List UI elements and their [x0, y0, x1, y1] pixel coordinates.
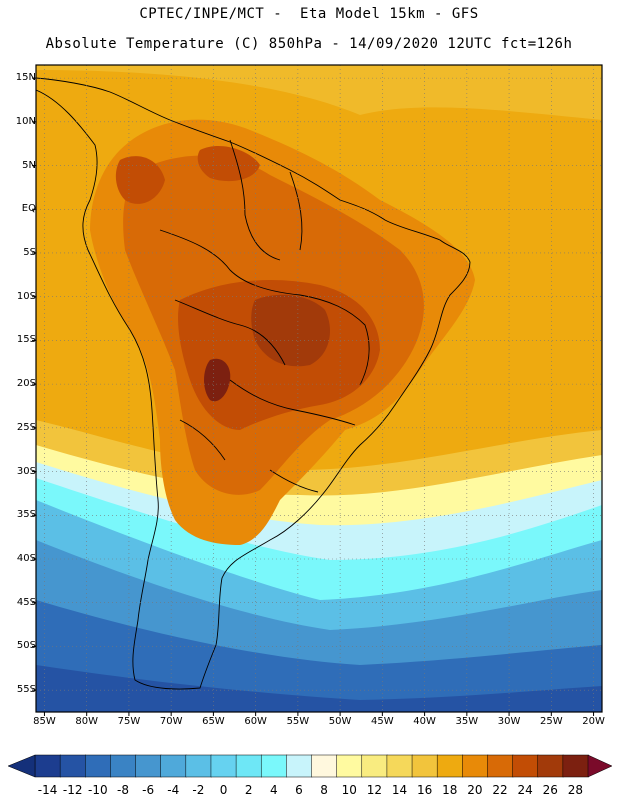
longitude-label: 55W	[286, 716, 310, 727]
colorbar-swatch	[235, 754, 262, 778]
colorbar-under-arrow	[7, 754, 36, 778]
axis-ticks	[32, 77, 595, 716]
longitude-label: 65W	[202, 716, 225, 727]
colorbar-label: 12	[366, 783, 382, 797]
colorbar-swatch	[411, 754, 438, 778]
colorbar-swatch	[562, 754, 589, 778]
colorbar-swatch	[110, 754, 137, 778]
colorbar-label: -6	[142, 783, 155, 797]
longitude-label: 30W	[497, 716, 521, 727]
colorbar-swatch	[34, 754, 61, 778]
latitude-label: 50S	[16, 640, 36, 652]
colorbar-swatch	[311, 754, 338, 778]
longitude-label: 75W	[117, 716, 141, 727]
latitude-label: 55S	[16, 684, 36, 696]
colorbar-swatch	[487, 754, 514, 778]
longitude-label: 45W	[371, 716, 394, 727]
longitude-label: 85W	[33, 716, 56, 727]
colorbar-label: -4	[167, 783, 180, 797]
longitude-label: 25W	[540, 716, 563, 727]
colorbar-swatch	[160, 754, 187, 778]
latitude-label: 5S	[23, 246, 36, 258]
latitude-label: 10S	[16, 290, 36, 302]
colorbar-label: 20	[467, 783, 483, 797]
colorbar-swatch	[386, 754, 413, 778]
colorbar-label: 4	[269, 783, 278, 797]
colorbar-swatch	[85, 754, 112, 778]
temperature-field	[36, 65, 602, 712]
colorbar-swatch	[59, 754, 87, 778]
colorbar-label: 28	[567, 783, 584, 797]
latitude-label: 20S	[16, 378, 36, 390]
longitude-label: 20W	[582, 716, 605, 727]
colorbar-swatch	[135, 754, 162, 778]
colorbar-swatch	[436, 754, 464, 778]
colorbar-swatch	[260, 754, 288, 778]
colorbar-label: -10	[88, 783, 108, 797]
colorbar-label: 26	[542, 783, 558, 797]
colorbar-label: 6	[295, 783, 303, 797]
coastline	[36, 77, 471, 690]
map-frame	[35, 64, 603, 713]
colorbar-swatch	[210, 754, 237, 778]
colorbar-label: 14	[391, 783, 408, 797]
map-title-line1: CPTEC/INPE/MCT - Eta Model 15km - GFS	[139, 6, 479, 22]
latitude-label: 35S	[16, 509, 36, 521]
latitude-label: 10N	[15, 115, 36, 127]
map-title-line2: Absolute Temperature (C) 850hPa - 14/09/…	[45, 36, 573, 52]
longitude-label: 40W	[413, 716, 436, 727]
colorbar-label: 8	[320, 783, 328, 797]
colorbar-label: 0	[219, 783, 228, 797]
longitude-label: 35W	[455, 716, 479, 727]
colorbar-label: -8	[116, 783, 129, 797]
colorbar-swatch	[462, 754, 489, 778]
latitude-label: 15N	[15, 72, 36, 84]
colorbar-label: 2	[244, 783, 253, 797]
longitude-label: 80W	[75, 716, 98, 727]
colorbar-label: -14	[37, 783, 58, 797]
colorbar-swatch	[512, 754, 539, 778]
latitude-label: 30S	[16, 465, 36, 477]
colorbar	[7, 754, 613, 778]
latitude-label: 15S	[16, 334, 36, 346]
longitude-label: 70W	[159, 716, 183, 727]
longitude-label: 60W	[244, 716, 267, 727]
colorbar-label: -12	[62, 783, 83, 797]
colorbar-label: 24	[517, 783, 533, 797]
colorbar-label: 18	[442, 783, 458, 797]
colorbar-label: -2	[192, 783, 205, 797]
colorbar-swatch	[361, 754, 388, 778]
latitude-label: 5N	[22, 159, 36, 171]
colorbar-over-arrow	[587, 754, 613, 778]
longitude-label: 50W	[328, 716, 352, 727]
latitude-label: 45S	[16, 596, 36, 608]
colorbar-swatch	[336, 754, 363, 778]
colorbar-label: 16	[416, 783, 433, 797]
latitude-label: 40S	[16, 552, 36, 564]
latitude-label: EQ	[21, 203, 36, 215]
colorbar-swatch	[185, 754, 212, 778]
colorbar-swatch	[537, 754, 564, 778]
colorbar-label: 10	[341, 783, 357, 797]
colorbar-label: 22	[492, 783, 508, 797]
colorbar-swatch	[286, 754, 313, 778]
latitude-label: 25S	[16, 421, 36, 433]
